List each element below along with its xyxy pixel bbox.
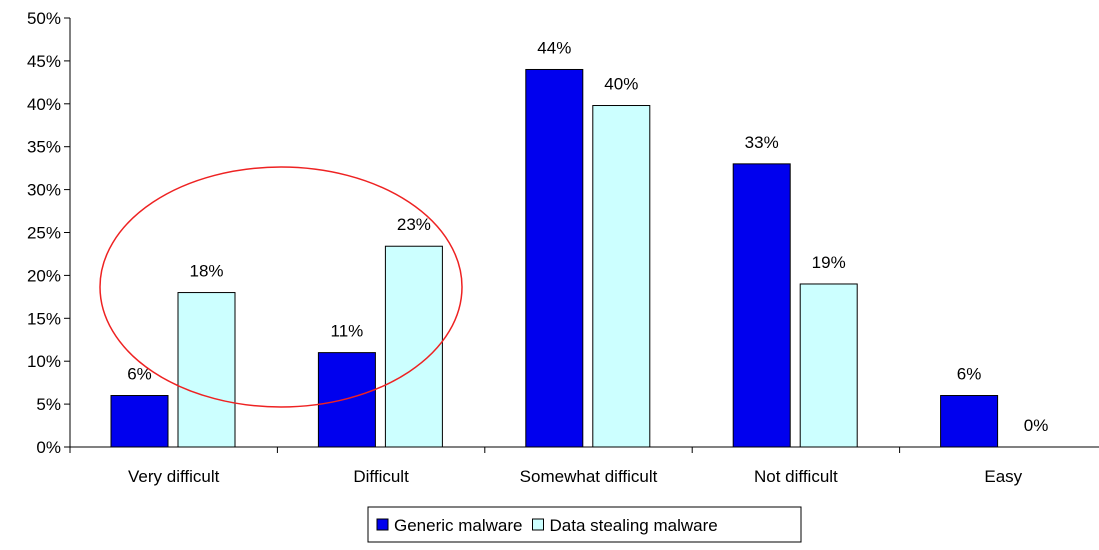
y-tick-label: 35% (27, 138, 61, 157)
legend-label-data-stealing-malware: Data stealing malware (550, 516, 718, 535)
bar-generic-malware-somewhat-difficult (525, 68, 584, 448)
data-label-generic-malware-difficult: 11% (331, 322, 364, 341)
bar-generic-malware-difficult (317, 352, 376, 448)
bar-generic-malware-not-difficult (732, 163, 791, 448)
bar-data-stealing-malware-somewhat-difficult (592, 105, 651, 448)
legend-box (367, 506, 802, 543)
legend-swatch-generic-malware (376, 518, 389, 531)
bar-generic-malware-easy (940, 395, 999, 448)
category-label-very-difficult: Very difficult (128, 467, 220, 486)
y-tick-label: 30% (27, 181, 61, 200)
y-tick-label: 40% (27, 95, 61, 114)
annotation (99, 166, 463, 408)
data-label-data-stealing-malware-easy: 0% (1024, 416, 1049, 435)
data-label-data-stealing-malware-very-difficult: 18% (189, 262, 223, 281)
y-tick-label: 25% (27, 224, 61, 243)
legend-label-generic-malware: Generic malware (394, 516, 523, 535)
legend: Generic malware Data stealing malware (367, 506, 802, 543)
y-tick-label: 10% (27, 352, 61, 371)
y-tick-label: 20% (27, 266, 61, 285)
data-label-generic-malware-not-difficult: 33% (745, 133, 779, 152)
x-axis: Very difficult Difficult Somewhat difficul… (69, 446, 1099, 486)
category-label-difficult: Difficult (353, 467, 409, 486)
y-axis: 0% 5% 10% 15% 20% 25% 30% 35% 40% 45% 50% (27, 9, 71, 457)
bar-data-stealing-malware-difficult (384, 245, 443, 448)
y-tick-label: 5% (36, 395, 61, 414)
category-label-not-difficult: Not difficult (754, 467, 838, 486)
bar-generic-malware-very-difficult (110, 395, 169, 448)
bar-data-stealing-malware-not-difficult (799, 283, 858, 448)
bars (110, 68, 999, 448)
data-label-data-stealing-malware-somewhat-difficult: 40% (604, 75, 638, 94)
data-labels: 6% 11% 44% 33% 6% 18% 23% 40% 19% 0% (127, 38, 1048, 435)
highlight-ellipse (99, 166, 463, 408)
y-tick-label: 0% (36, 438, 61, 457)
data-label-data-stealing-malware-not-difficult: 19% (812, 253, 846, 272)
y-tick-label: 50% (27, 9, 61, 28)
category-label-somewhat-difficult: Somewhat difficult (520, 467, 658, 486)
y-tick-label: 45% (27, 52, 61, 71)
bar-data-stealing-malware-very-difficult (177, 292, 236, 448)
y-tick-label: 15% (27, 309, 61, 328)
category-label-easy: Easy (984, 467, 1022, 486)
data-label-generic-malware-very-difficult: 6% (127, 365, 152, 384)
data-label-data-stealing-malware-difficult: 23% (397, 215, 431, 234)
legend-swatch-data-stealing-malware (532, 518, 544, 531)
data-label-generic-malware-easy: 6% (957, 365, 982, 384)
data-label-generic-malware-somewhat-difficult: 44% (537, 38, 571, 57)
